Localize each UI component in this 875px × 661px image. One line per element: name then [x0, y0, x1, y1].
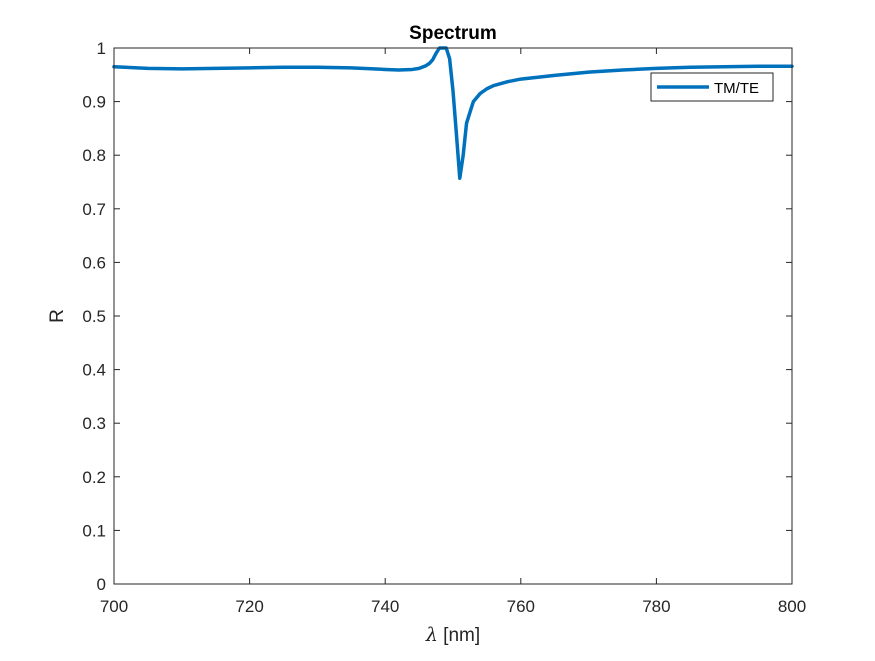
legend[interactable]: TM/TE: [650, 72, 774, 102]
chart-title: Spectrum: [409, 23, 497, 44]
x-tick-label: 720: [235, 597, 263, 616]
plot-area: [114, 48, 792, 584]
x-axis-label-unit: [nm]: [438, 625, 480, 646]
series-line-0: [112, 46, 794, 180]
x-tick-label: 700: [100, 597, 128, 616]
y-tick-label: 0.2: [82, 468, 106, 487]
legend-label: TM/TE: [714, 80, 759, 97]
y-tick-label: 0.8: [82, 146, 106, 165]
x-tick-label: 800: [778, 597, 806, 616]
series-layer: [112, 46, 794, 180]
y-tick-label: 0.4: [82, 361, 106, 380]
y-tick-label: 1: [97, 39, 106, 58]
y-tick-label: 0.6: [82, 253, 106, 272]
y-tick-label: 0.1: [82, 521, 106, 540]
x-axis-label-symbol: λ: [425, 624, 438, 646]
x-tick-label: 780: [642, 597, 670, 616]
x-tick-label: 740: [371, 597, 399, 616]
y-tick-label: 0.3: [82, 414, 106, 433]
x-axis-label: λ [nm]: [425, 624, 480, 646]
y-tick-label: 0.9: [82, 93, 106, 112]
y-tick-label: 0.7: [82, 200, 106, 219]
y-tick-label: 0.5: [82, 307, 106, 326]
ticks-layer: 700 720 740 760 780 800 0 0.1 0.2 0.3 0.4 0.5 0.6 0.7…: [82, 39, 806, 616]
x-tick-label: 760: [507, 597, 535, 616]
y-axis-label: R: [47, 309, 68, 323]
y-tick-label: 0: [97, 575, 106, 594]
